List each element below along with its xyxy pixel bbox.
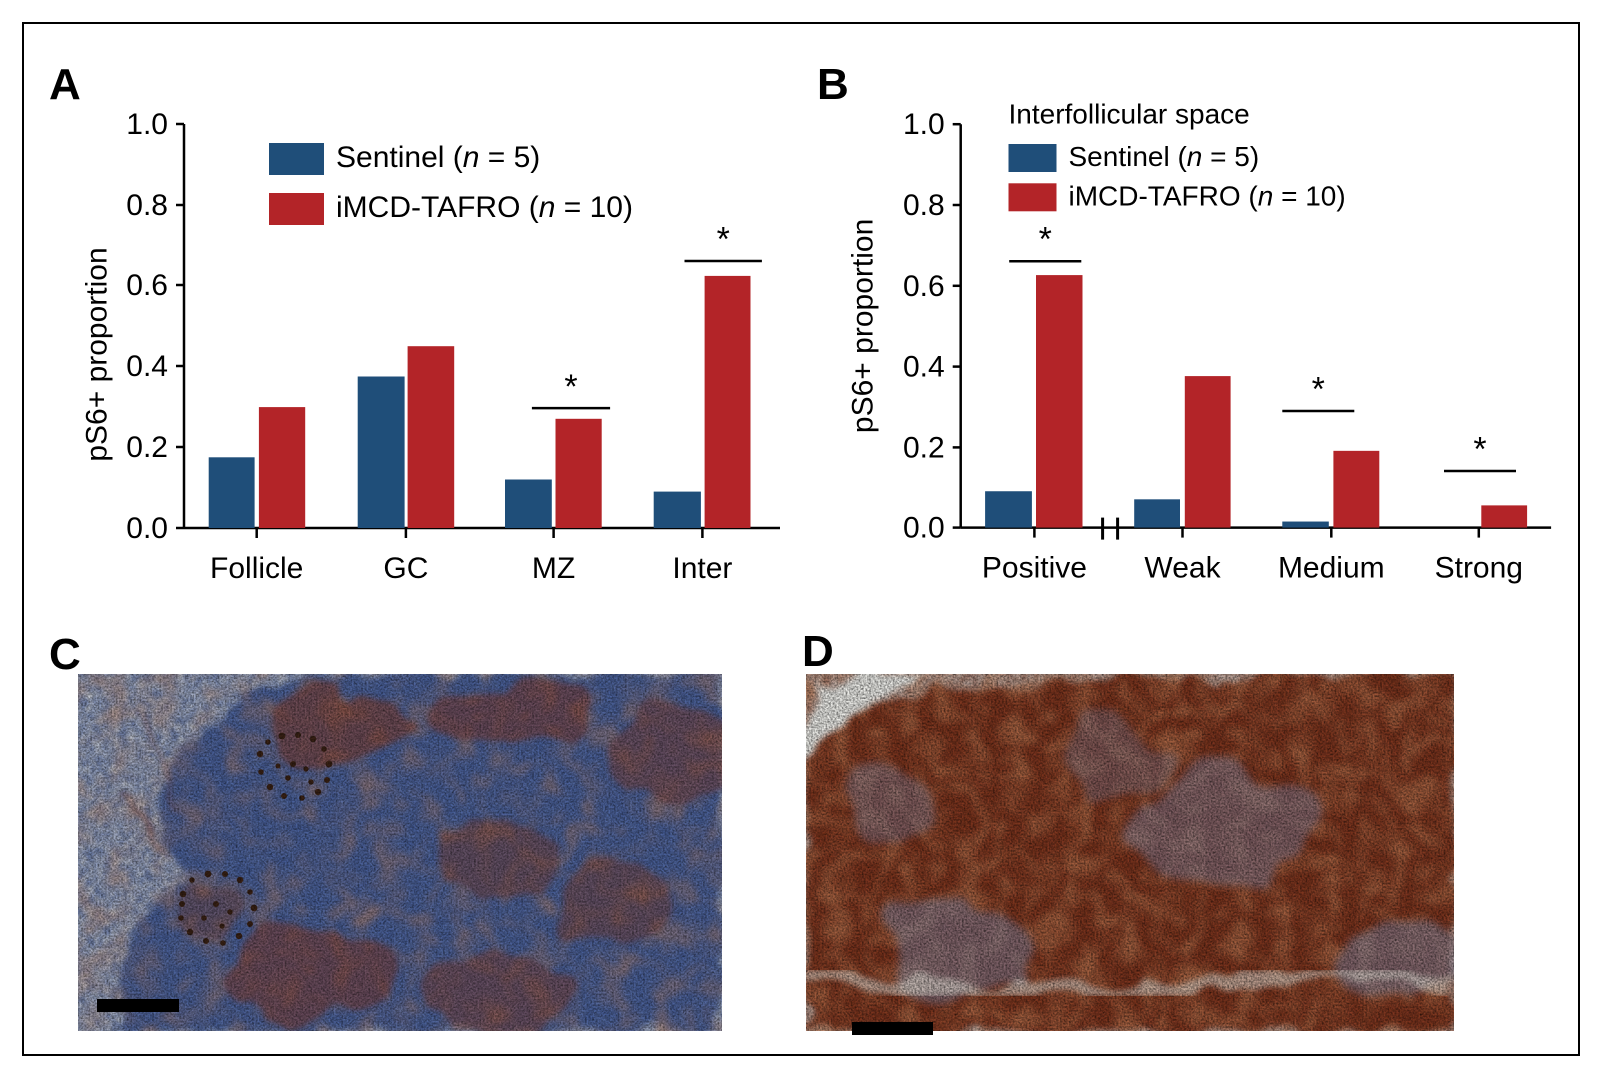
svg-text:0.2: 0.2 xyxy=(903,431,945,464)
svg-text:*: * xyxy=(1039,221,1052,259)
svg-text:Interfollicular space: Interfollicular space xyxy=(1009,99,1250,130)
svg-text:iMCD-TAFRO (n = 10): iMCD-TAFRO (n = 10) xyxy=(1069,180,1346,211)
svg-text:Sentinel (n = 5): Sentinel (n = 5) xyxy=(1069,141,1260,172)
svg-text:Strong: Strong xyxy=(1435,552,1523,585)
svg-text:0.6: 0.6 xyxy=(903,270,945,303)
svg-text:0.8: 0.8 xyxy=(903,189,945,222)
svg-text:Positive: Positive xyxy=(982,552,1087,585)
svg-text:*: * xyxy=(1473,431,1486,469)
svg-text:pS6+ proportion: pS6+ proportion xyxy=(847,219,880,433)
svg-text:*: * xyxy=(1312,371,1325,409)
svg-text:Medium: Medium xyxy=(1278,552,1385,585)
svg-text:1.0: 1.0 xyxy=(903,108,945,141)
svg-text:Weak: Weak xyxy=(1144,552,1221,585)
svg-text:0.4: 0.4 xyxy=(903,351,945,384)
svg-text:0.0: 0.0 xyxy=(903,512,945,545)
